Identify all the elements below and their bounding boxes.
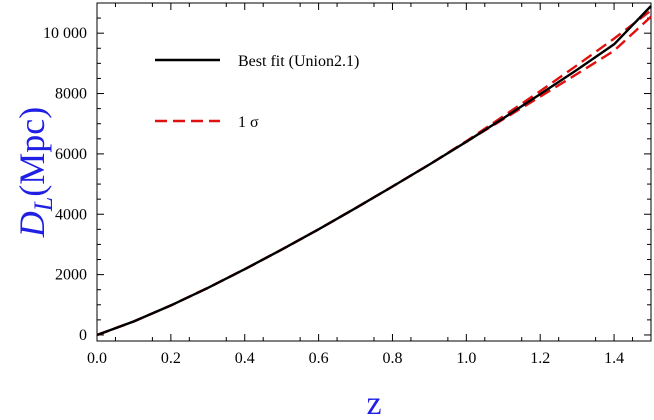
x-tick-label: 1.2: [530, 350, 550, 367]
y-tick-label: 6000: [55, 146, 87, 163]
x-tick-label: 0.6: [309, 350, 329, 367]
series-line-2: [96, 15, 652, 337]
y-tick-label: 8000: [55, 86, 87, 103]
x-tick-label: 1.4: [604, 350, 624, 367]
y-axis-title-unit: (Mpc): [12, 107, 52, 197]
y-axis-title: DL(Mpc): [12, 107, 58, 238]
x-tick-label: 1.0: [456, 350, 476, 367]
series-layer: [96, 5, 652, 337]
axis-ticks: 0.0 0.2 0.4 0.6 0.8 1.0 1.2 1.4 0 2000 4000 6000 800…: [43, 3, 651, 367]
legend: Best fit (Union2.1) 1 σ: [155, 53, 359, 131]
legend-label-1-sigma: 1 σ: [238, 114, 259, 131]
x-tick-label: 0.8: [382, 350, 402, 367]
y-tick-label: 4000: [55, 206, 87, 223]
y-tick-label: 0: [79, 327, 87, 344]
x-tick-label: 0.0: [87, 350, 107, 367]
y-tick-label: 2000: [55, 267, 87, 284]
plot-frame: [96, 2, 652, 342]
y-axis-title-main: D: [12, 211, 52, 238]
x-axis-title: z: [366, 385, 381, 420]
y-axis-title-subscript: L: [29, 197, 58, 212]
legend-label-best-fit: Best fit (Union2.1): [238, 53, 359, 70]
x-tick-label: 0.4: [235, 350, 255, 367]
series-line-0: [96, 5, 652, 337]
y-tick-label: 10 000: [43, 25, 87, 42]
x-tick-label: 0.2: [161, 350, 181, 367]
